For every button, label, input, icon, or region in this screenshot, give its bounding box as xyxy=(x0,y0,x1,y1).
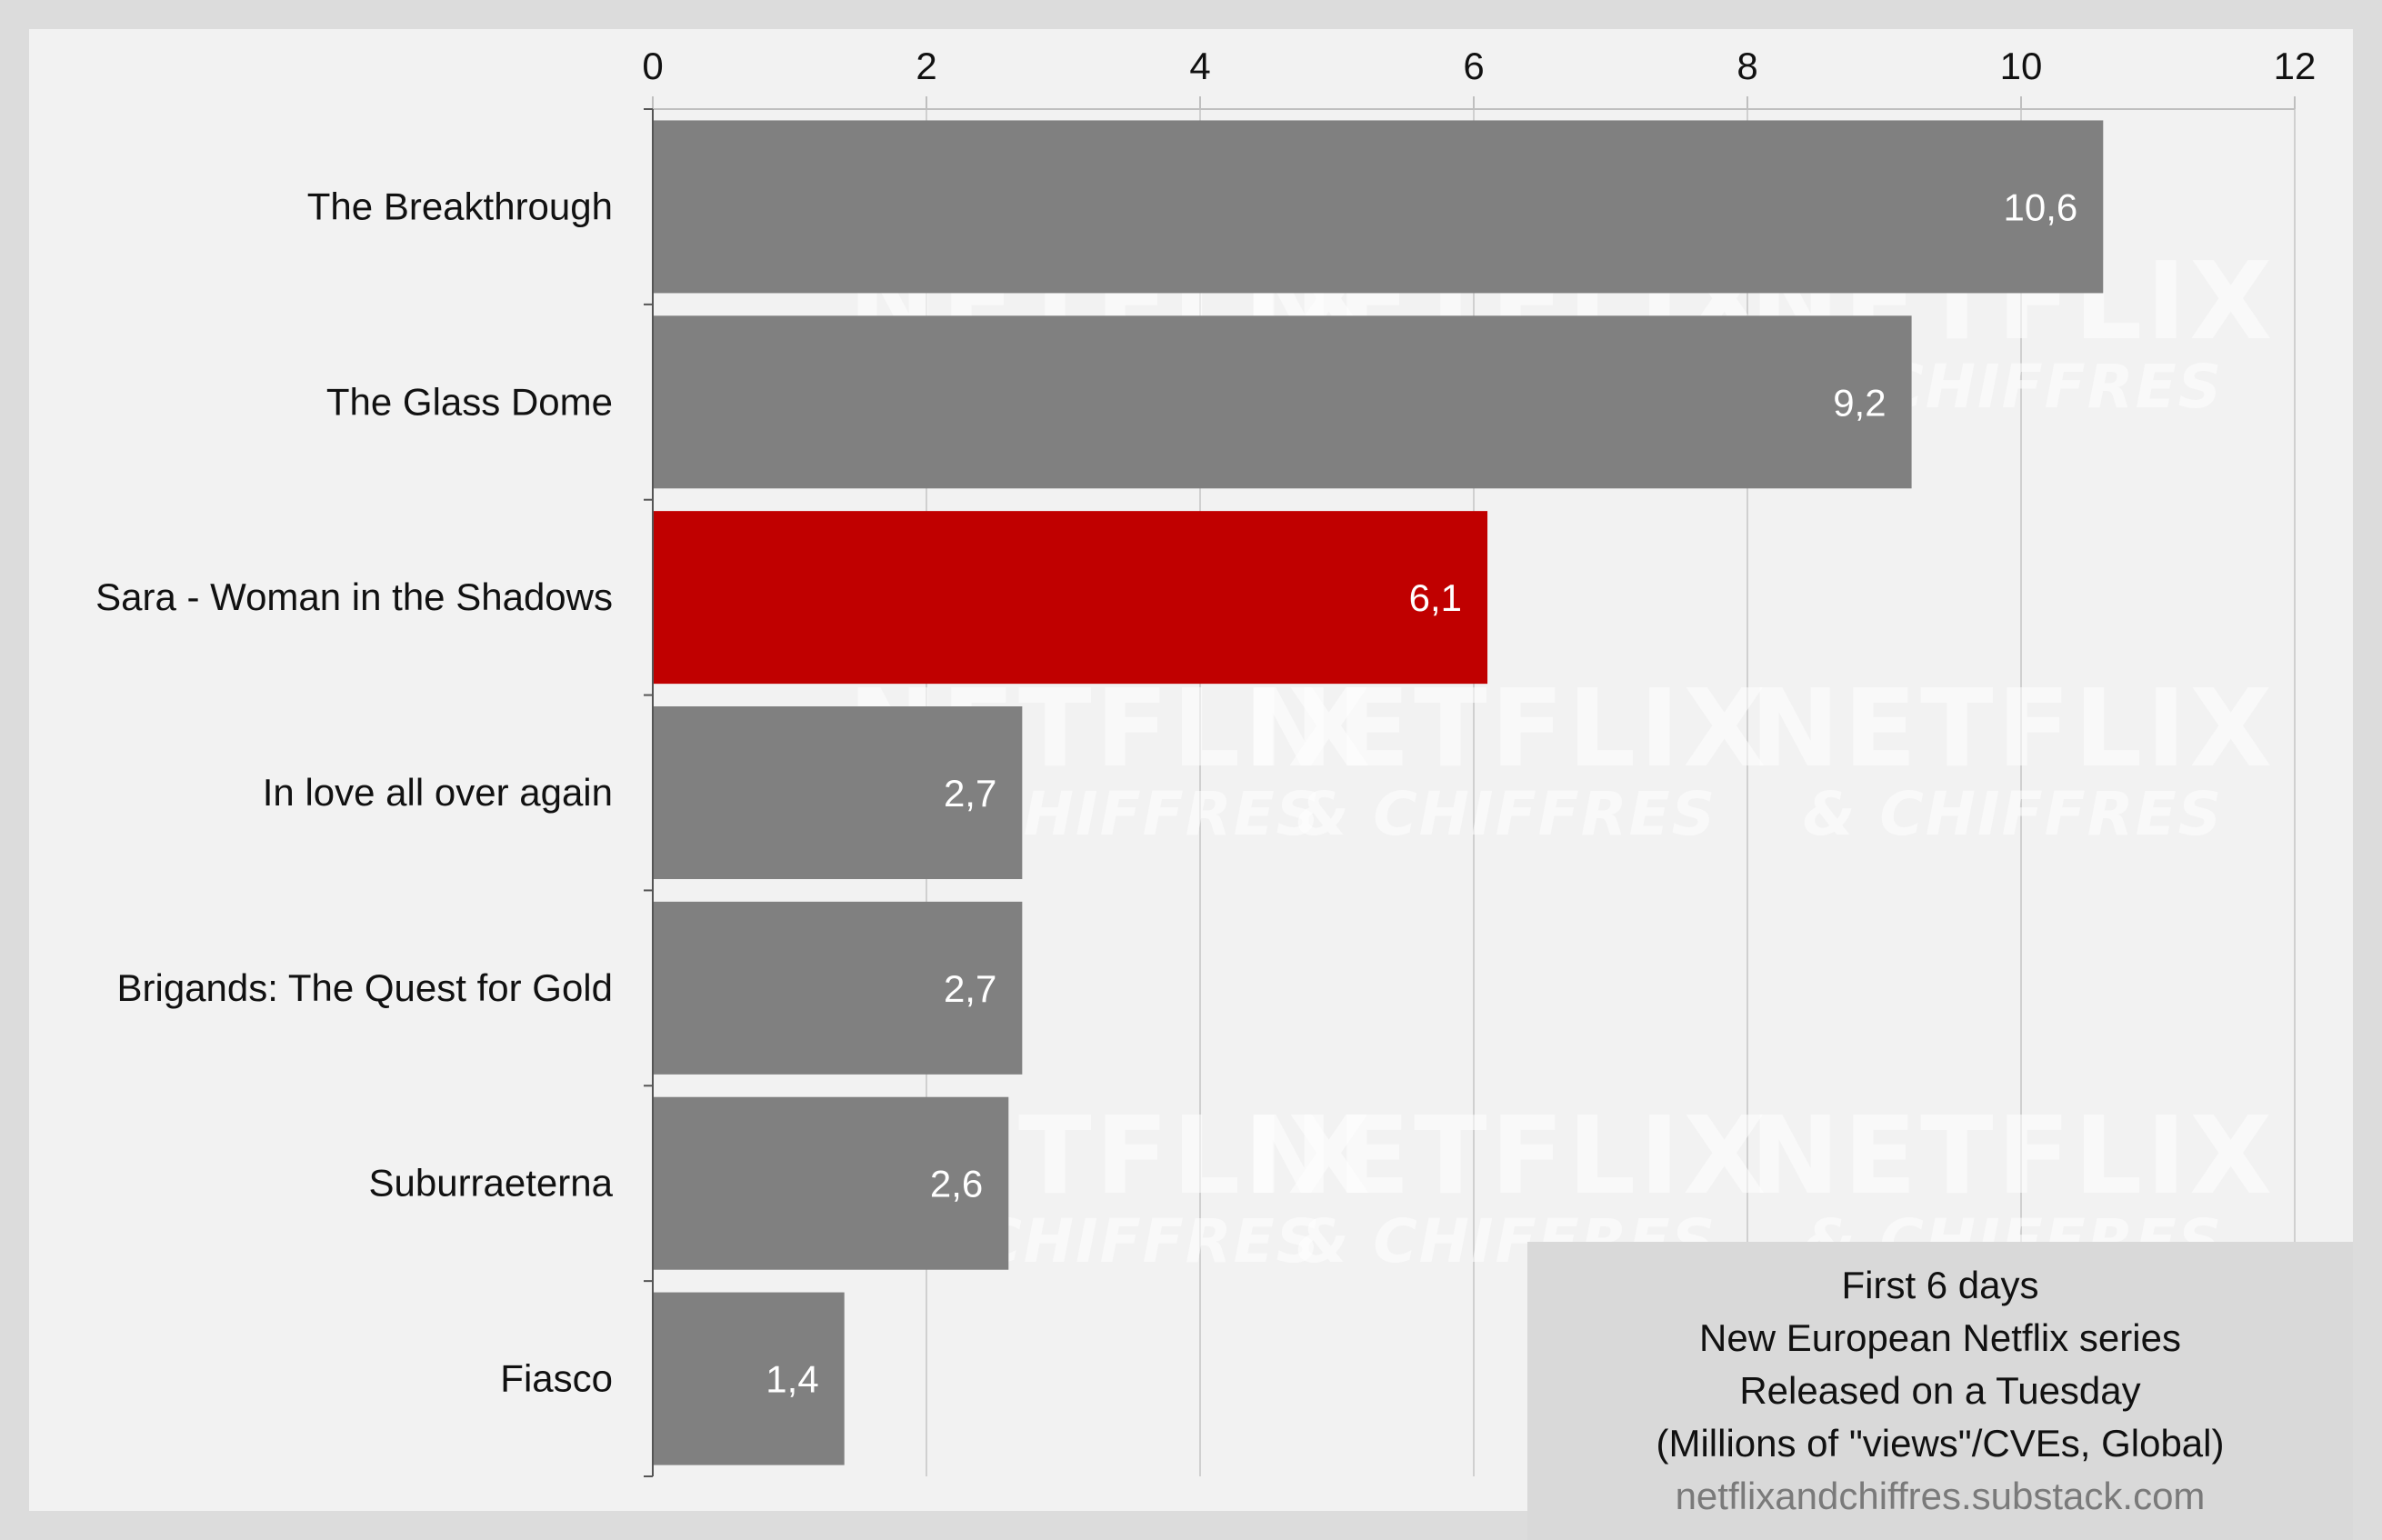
labels: 10,6 The Breakthrough 9,2 The Glass Dome 6,1… xyxy=(95,185,2077,1400)
legend-box: First 6 days New European Netflix series… xyxy=(1527,1242,2353,1540)
watermark-subtitle-1-2: & CHIFFRES xyxy=(1803,779,2223,849)
data-label-2: 6,1 xyxy=(1409,576,1462,619)
x-tick-label-2: 2 xyxy=(916,45,936,87)
legend-line-release: Released on a Tuesday xyxy=(1739,1369,2141,1412)
x-tick-label-8: 8 xyxy=(1736,45,1757,87)
watermark-title-1-2: NETFLIX xyxy=(1750,665,2277,791)
data-label-0: 10,6 xyxy=(2004,185,2078,228)
bar-3 xyxy=(653,706,1023,879)
x-tick-label-12: 12 xyxy=(2274,45,2317,87)
legend-source: netflixandchiffres.substack.com xyxy=(1675,1475,2206,1517)
category-label-3: In love all over again xyxy=(263,771,613,814)
category-label-5: Suburraeterna xyxy=(368,1162,613,1205)
category-label-2: Sara - Woman in the Shadows xyxy=(95,575,613,618)
bar-0 xyxy=(653,120,2104,294)
watermark-title-2-2: NETFLIX xyxy=(1750,1093,2277,1218)
bar-1 xyxy=(653,315,1912,489)
bars xyxy=(653,120,2104,1465)
x-tick-label-4: 4 xyxy=(1189,45,1210,87)
legend-line-subject: New European Netflix series xyxy=(1699,1316,2181,1359)
x-tick-label-10: 10 xyxy=(2000,45,2043,87)
x-tick-label-0: 0 xyxy=(642,45,663,87)
legend-line-unit: (Millions of "views"/CVEs, Global) xyxy=(1656,1422,2225,1465)
category-label-6: Fiasco xyxy=(500,1357,613,1400)
category-label-0: The Breakthrough xyxy=(307,185,613,227)
data-label-4: 2,7 xyxy=(944,967,996,1010)
category-label-4: Brigands: The Quest for Gold xyxy=(116,966,613,1009)
data-label-5: 2,6 xyxy=(930,1163,983,1205)
category-label-1: The Glass Dome xyxy=(326,380,613,423)
legend-line-period: First 6 days xyxy=(1841,1264,2039,1306)
watermark-title-1-1: NETFLIX xyxy=(1244,665,1770,791)
data-label-6: 1,4 xyxy=(766,1358,818,1401)
bar-5 xyxy=(653,1096,1009,1270)
axes: 0 2 4 6 8 10 12 xyxy=(642,45,2317,1477)
x-tick-label-6: 6 xyxy=(1463,45,1484,87)
bar-2 xyxy=(653,511,1488,685)
bar-4 xyxy=(653,901,1023,1075)
bar-6 xyxy=(653,1292,845,1465)
watermark-title-2-1: NETFLIX xyxy=(1244,1093,1770,1218)
watermark-subtitle-1-1: & CHIFFRES xyxy=(1296,779,1716,849)
data-label-1: 9,2 xyxy=(1833,381,1886,424)
data-label-3: 2,7 xyxy=(944,772,996,815)
